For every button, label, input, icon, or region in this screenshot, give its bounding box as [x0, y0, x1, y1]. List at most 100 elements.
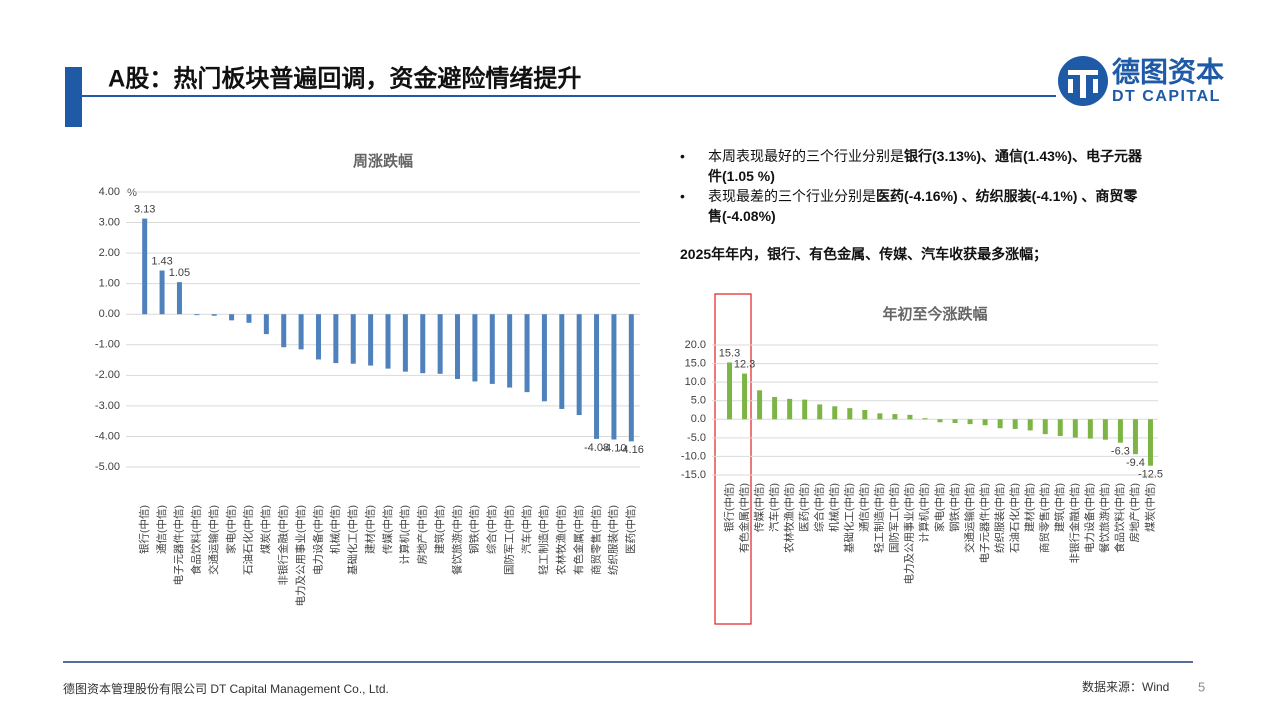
bar — [847, 408, 853, 420]
bar — [967, 419, 973, 425]
bar — [246, 314, 252, 323]
y-unit: % — [127, 187, 137, 199]
y-tick-label: -1.00 — [95, 339, 120, 351]
x-tick-label: 基础化工(中信) — [346, 505, 359, 575]
bar — [982, 419, 988, 426]
value-label: 15.3 — [719, 347, 740, 359]
x-tick-label: 煤炭(中信) — [1143, 483, 1156, 532]
x-tick-label: 非银行金融(中信) — [1068, 483, 1081, 564]
bar — [877, 413, 883, 420]
highlight-box — [714, 293, 752, 625]
x-tick-label: 房地产(中信) — [1128, 483, 1141, 543]
y-tick-label: -2.00 — [95, 369, 120, 381]
bullet: 本周表现最好的三个行业分别是银行(3.13%)、通信(1.43%)、电子元器件(… — [680, 146, 1150, 186]
bar — [937, 419, 943, 423]
x-tick-label: 电力及公用事业(中信) — [903, 483, 916, 585]
x-tick-label: 综合(中信) — [813, 483, 826, 532]
bar — [176, 282, 182, 315]
summary: 2025年年内，银行、有色金属、传媒、汽车收获最多涨幅； — [680, 246, 1048, 262]
x-tick-label: 医药(中信) — [797, 483, 810, 532]
x-tick-label: 农林牧渔(中信) — [555, 505, 568, 575]
bar — [455, 314, 461, 379]
footer-company: 德图资本管理股份有限公司 DT Capital Management Co., … — [63, 681, 389, 696]
x-tick-label: 建材(中信) — [1023, 483, 1036, 532]
x-tick-label: 石油石化(中信) — [1008, 483, 1021, 553]
bar — [472, 314, 478, 382]
y-tick-label: 1.00 — [99, 278, 120, 290]
logo-shape — [1068, 79, 1073, 93]
x-tick-label: 医药(中信) — [624, 505, 637, 554]
bar — [142, 218, 148, 315]
bullet-bold: 银行(3.13%)、通信(1.43%)、电子元器件(1.05 %) — [708, 148, 1143, 184]
bullet-text: 表现最差的三个行业分别是 — [708, 188, 876, 204]
y-tick-label: -3.00 — [95, 400, 120, 412]
x-tick-label: 传媒(中信) — [752, 483, 765, 532]
bar — [594, 314, 600, 439]
bar — [628, 314, 634, 442]
x-tick-label: 计算机(中信) — [918, 483, 931, 543]
bar — [1012, 419, 1018, 429]
bar — [576, 314, 582, 416]
x-tick-label: 房地产(中信) — [416, 505, 429, 565]
bar — [757, 390, 763, 420]
x-tick-label: 轻工制造(中信) — [873, 483, 886, 553]
y-tick-label: 0.0 — [691, 413, 706, 425]
value-label: -9.4 — [1126, 457, 1145, 469]
y-tick-label: -5.00 — [95, 461, 120, 473]
logo: 德图资本 DT CAPITAL — [1058, 56, 1224, 106]
bar — [263, 314, 269, 335]
x-tick-label: 有色金属(中信) — [572, 505, 585, 575]
bar — [1087, 419, 1093, 439]
bullet-bold: 医药(-4.16%) 、纺织服装(-4.1%) 、商贸零售(-4.08%) — [708, 188, 1138, 224]
bar — [1042, 419, 1048, 435]
bar — [1027, 419, 1033, 431]
bar — [298, 314, 304, 350]
y-tick-label: 3.00 — [99, 216, 120, 228]
bullet: 表现最差的三个行业分别是医药(-4.16%) 、纺织服装(-4.1%) 、商贸零… — [680, 186, 1150, 226]
bar — [611, 314, 617, 440]
header-bar — [65, 67, 82, 127]
value-label: -4.08 — [584, 442, 609, 454]
y-tick-label: -4.00 — [95, 430, 120, 442]
bar — [1147, 419, 1153, 466]
value-label: -4.10 — [601, 442, 626, 454]
x-tick-label: 银行(中信) — [722, 483, 735, 532]
x-tick-label: 煤炭(中信) — [259, 505, 272, 554]
x-tick-label: 交通运输(中信) — [207, 505, 220, 575]
y-tick-label: 5.0 — [691, 395, 706, 407]
bar — [1132, 419, 1138, 455]
bullet-text: 本周表现最好的三个行业分别是 — [708, 148, 904, 164]
x-tick-label: 基础化工(中信) — [843, 483, 856, 553]
x-tick-label: 钢铁(中信) — [468, 505, 481, 554]
bar — [559, 314, 565, 409]
x-tick-label: 食品饮料(中信) — [1113, 483, 1126, 553]
bar — [368, 314, 374, 366]
x-tick-label: 纺织服装(中信) — [607, 505, 620, 575]
value-label: -12.5 — [1138, 469, 1163, 481]
bar — [862, 410, 868, 420]
x-tick-label: 家电(中信) — [933, 483, 946, 532]
y-tick-label: -10.0 — [681, 450, 706, 462]
x-tick-label: 机械(中信) — [329, 505, 342, 554]
x-tick-label: 银行(中信) — [137, 505, 150, 554]
bar — [159, 270, 165, 315]
x-tick-label: 有色金属(中信) — [737, 483, 750, 553]
bar — [1117, 419, 1123, 443]
bar — [489, 314, 495, 384]
x-tick-label: 餐饮旅游(中信) — [450, 505, 463, 575]
x-tick-label: 家电(中信) — [224, 505, 237, 554]
bar — [385, 314, 391, 369]
page-number: 5 — [1198, 679, 1205, 694]
x-tick-label: 餐饮旅游(中信) — [1098, 483, 1111, 553]
x-tick-label: 轻工制造(中信) — [537, 505, 550, 575]
bar — [315, 314, 321, 360]
x-tick-label: 传媒(中信) — [381, 505, 394, 554]
y-tick-label: -5.0 — [687, 432, 706, 444]
y-tick-label: 2.00 — [99, 247, 120, 259]
value-label: 1.05 — [169, 267, 190, 279]
bar — [772, 397, 778, 420]
bar — [402, 314, 408, 372]
bar — [817, 404, 823, 420]
